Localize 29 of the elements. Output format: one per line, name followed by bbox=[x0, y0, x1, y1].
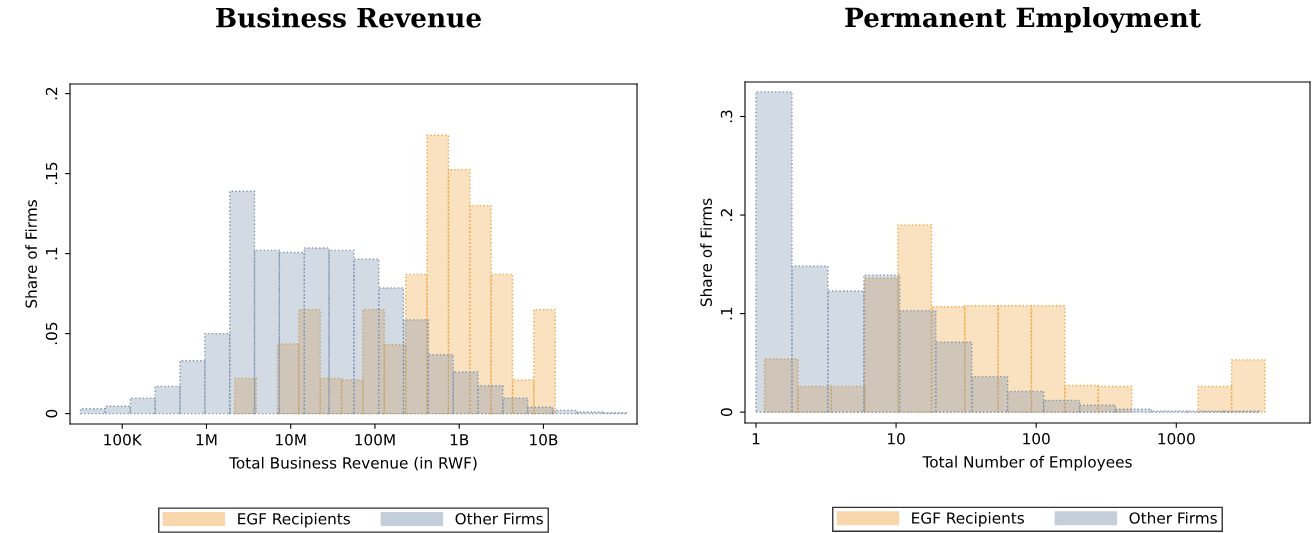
y-tick-label: .05 bbox=[45, 322, 58, 345]
y-tick-label: .2 bbox=[720, 209, 733, 221]
y-tick-label: .2 bbox=[45, 87, 58, 100]
x-tick-label: 100K bbox=[104, 433, 143, 446]
chart-title: Permanent Employment bbox=[845, 7, 1201, 33]
legend-label: EGF Recipients bbox=[238, 512, 351, 528]
x-tick-label: 10 bbox=[888, 432, 905, 445]
y-tick-label: .1 bbox=[720, 307, 733, 320]
y-axis-title: Share of Firms bbox=[700, 198, 712, 307]
x-tick-label: 1M bbox=[196, 434, 217, 446]
y-tick-label: .3 bbox=[720, 110, 733, 123]
y-axis-title: Share of Firms bbox=[25, 200, 37, 308]
y-tick-label: 0 bbox=[720, 408, 733, 417]
chart-title: Business Revenue bbox=[216, 7, 481, 28]
x-tick-label: 1B bbox=[450, 434, 469, 446]
x-tick-label: 1000 bbox=[1158, 432, 1195, 445]
x-tick-label: 10B bbox=[530, 433, 558, 446]
y-tick-label: .1 bbox=[45, 247, 58, 260]
x-axis-title: Total Number of Employees bbox=[922, 455, 1132, 471]
y-tick-label: 0 bbox=[45, 409, 58, 418]
x-axis-title: Total Business Revenue (in RWF) bbox=[229, 456, 477, 471]
legend-label: Other Firms bbox=[1129, 511, 1217, 524]
x-tick-label: 100M bbox=[355, 433, 395, 446]
x-tick-label: 100 bbox=[1023, 432, 1050, 445]
x-tick-label: 1 bbox=[752, 433, 760, 445]
y-tick-label: .15 bbox=[45, 162, 58, 185]
legend-label: Other Firms bbox=[455, 512, 543, 525]
x-tick-label: 10M bbox=[276, 433, 306, 446]
legend-label: EGF Recipients bbox=[912, 511, 1025, 527]
